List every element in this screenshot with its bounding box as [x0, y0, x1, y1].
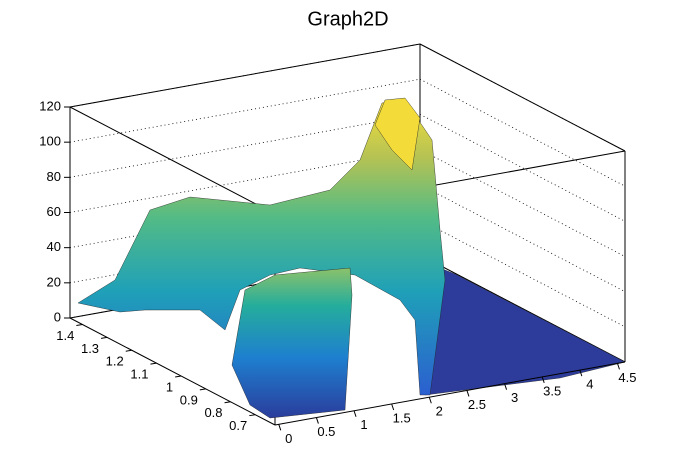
- x-tick-label: 2.5: [468, 397, 486, 412]
- surface-peak: [374, 97, 421, 171]
- grid-line: [419, 184, 626, 293]
- x-tick-label: 1.5: [393, 410, 411, 425]
- x-tick-label: 1: [360, 417, 367, 432]
- x-axis: [274, 361, 626, 426]
- surface-mound: [77, 99, 446, 396]
- grid-line: [419, 149, 626, 257]
- grid-line: [419, 113, 626, 222]
- x-tick-label: 3.5: [543, 383, 561, 398]
- x-tick-label: 0.5: [317, 424, 335, 439]
- x-tick: [315, 417, 319, 424]
- y-tick: [125, 349, 132, 352]
- surface-curtain: [231, 267, 353, 419]
- y-tick-label: 0.8: [204, 405, 222, 420]
- chart-title: Graph2D: [307, 8, 388, 30]
- y-tick: [76, 323, 83, 326]
- x-tick: [541, 376, 545, 384]
- x-tick-label: 4: [586, 377, 593, 392]
- x-tick-label: 3: [511, 390, 518, 405]
- y-tick: [199, 388, 206, 391]
- box-edge: [69, 43, 421, 108]
- grid-line: [419, 219, 626, 328]
- surface-floor: [424, 267, 626, 396]
- y-tick: [175, 375, 182, 378]
- x-tick: [504, 383, 508, 390]
- y-tick-label: 1.4: [56, 328, 74, 343]
- y-tick: [224, 401, 231, 404]
- x-tick: [391, 403, 395, 411]
- x-tick: [428, 397, 432, 404]
- x-tick: [353, 410, 357, 417]
- y-tick-label: 1: [166, 379, 173, 394]
- z-tick-label: 40: [47, 239, 61, 254]
- y-tick: [150, 362, 157, 365]
- z-tick-label: 60: [47, 204, 61, 219]
- y-tick: [100, 336, 108, 339]
- z-tick-label: 0: [54, 309, 61, 324]
- x-tick-label: 0: [285, 431, 292, 446]
- y-tick-label: 1.3: [81, 341, 99, 356]
- z-tick-label: 120: [39, 98, 61, 113]
- z-tick-label: 100: [39, 134, 61, 149]
- axes: 0 20 40 60 80 100 120 0 0.5 1 1.5 2 2.5 3 3.5 4 4.5 0.7 0.…: [39, 98, 636, 445]
- box-edge: [69, 106, 276, 215]
- y-tick-label: 1.1: [130, 367, 148, 382]
- x-tick-label: 4.5: [618, 370, 636, 385]
- grid-line: [419, 78, 626, 187]
- x-tick: [616, 363, 620, 370]
- y-tick-label: 1.2: [106, 354, 124, 369]
- x-tick: [579, 369, 583, 377]
- y-tick: [249, 414, 256, 417]
- y-tick-label: 0.9: [180, 392, 198, 407]
- x-tick-label: 2: [436, 404, 443, 419]
- y-tick-label: 0.7: [229, 418, 247, 433]
- y-axis: [69, 317, 276, 426]
- z-tick-label: 80: [47, 169, 61, 184]
- box-edge: [419, 43, 626, 152]
- grid-line: [69, 113, 421, 178]
- z-tick-label: 20: [47, 274, 61, 289]
- surface: [77, 97, 626, 419]
- x-tick: [278, 424, 282, 431]
- x-tick: [466, 390, 470, 397]
- grid-line: [69, 78, 421, 143]
